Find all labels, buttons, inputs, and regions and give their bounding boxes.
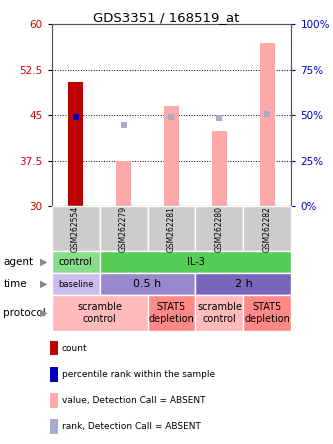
- Text: STAT5
depletion: STAT5 depletion: [244, 302, 290, 324]
- Text: count: count: [62, 344, 87, 353]
- Text: baseline: baseline: [58, 280, 93, 289]
- Text: GSM262281: GSM262281: [167, 206, 176, 252]
- Text: IL-3: IL-3: [186, 257, 204, 267]
- Text: rank, Detection Call = ABSENT: rank, Detection Call = ABSENT: [62, 422, 200, 431]
- Text: 2 h: 2 h: [234, 279, 252, 289]
- Bar: [212, 131, 227, 206]
- Text: value, Detection Call = ABSENT: value, Detection Call = ABSENT: [62, 396, 205, 405]
- Bar: [260, 43, 275, 206]
- Text: GSM262280: GSM262280: [215, 206, 224, 252]
- Text: GSM262279: GSM262279: [119, 206, 128, 252]
- Text: ▶: ▶: [40, 257, 47, 267]
- Text: 0.5 h: 0.5 h: [134, 279, 162, 289]
- Text: ▶: ▶: [40, 308, 47, 318]
- Text: GSM262554: GSM262554: [71, 206, 80, 252]
- Text: scramble
control: scramble control: [197, 302, 242, 324]
- Bar: [68, 82, 83, 206]
- Text: ▶: ▶: [40, 279, 47, 289]
- Text: time: time: [3, 279, 27, 289]
- Text: GSM262282: GSM262282: [263, 206, 272, 252]
- Bar: [116, 161, 131, 206]
- Text: STAT5
depletion: STAT5 depletion: [149, 302, 194, 324]
- Text: control: control: [59, 257, 93, 267]
- Text: GDS3351 / 168519_at: GDS3351 / 168519_at: [93, 11, 240, 24]
- Text: scramble
control: scramble control: [77, 302, 122, 324]
- Bar: [164, 107, 179, 206]
- Text: percentile rank within the sample: percentile rank within the sample: [62, 370, 215, 379]
- Text: agent: agent: [3, 257, 33, 267]
- Text: protocol: protocol: [3, 308, 46, 318]
